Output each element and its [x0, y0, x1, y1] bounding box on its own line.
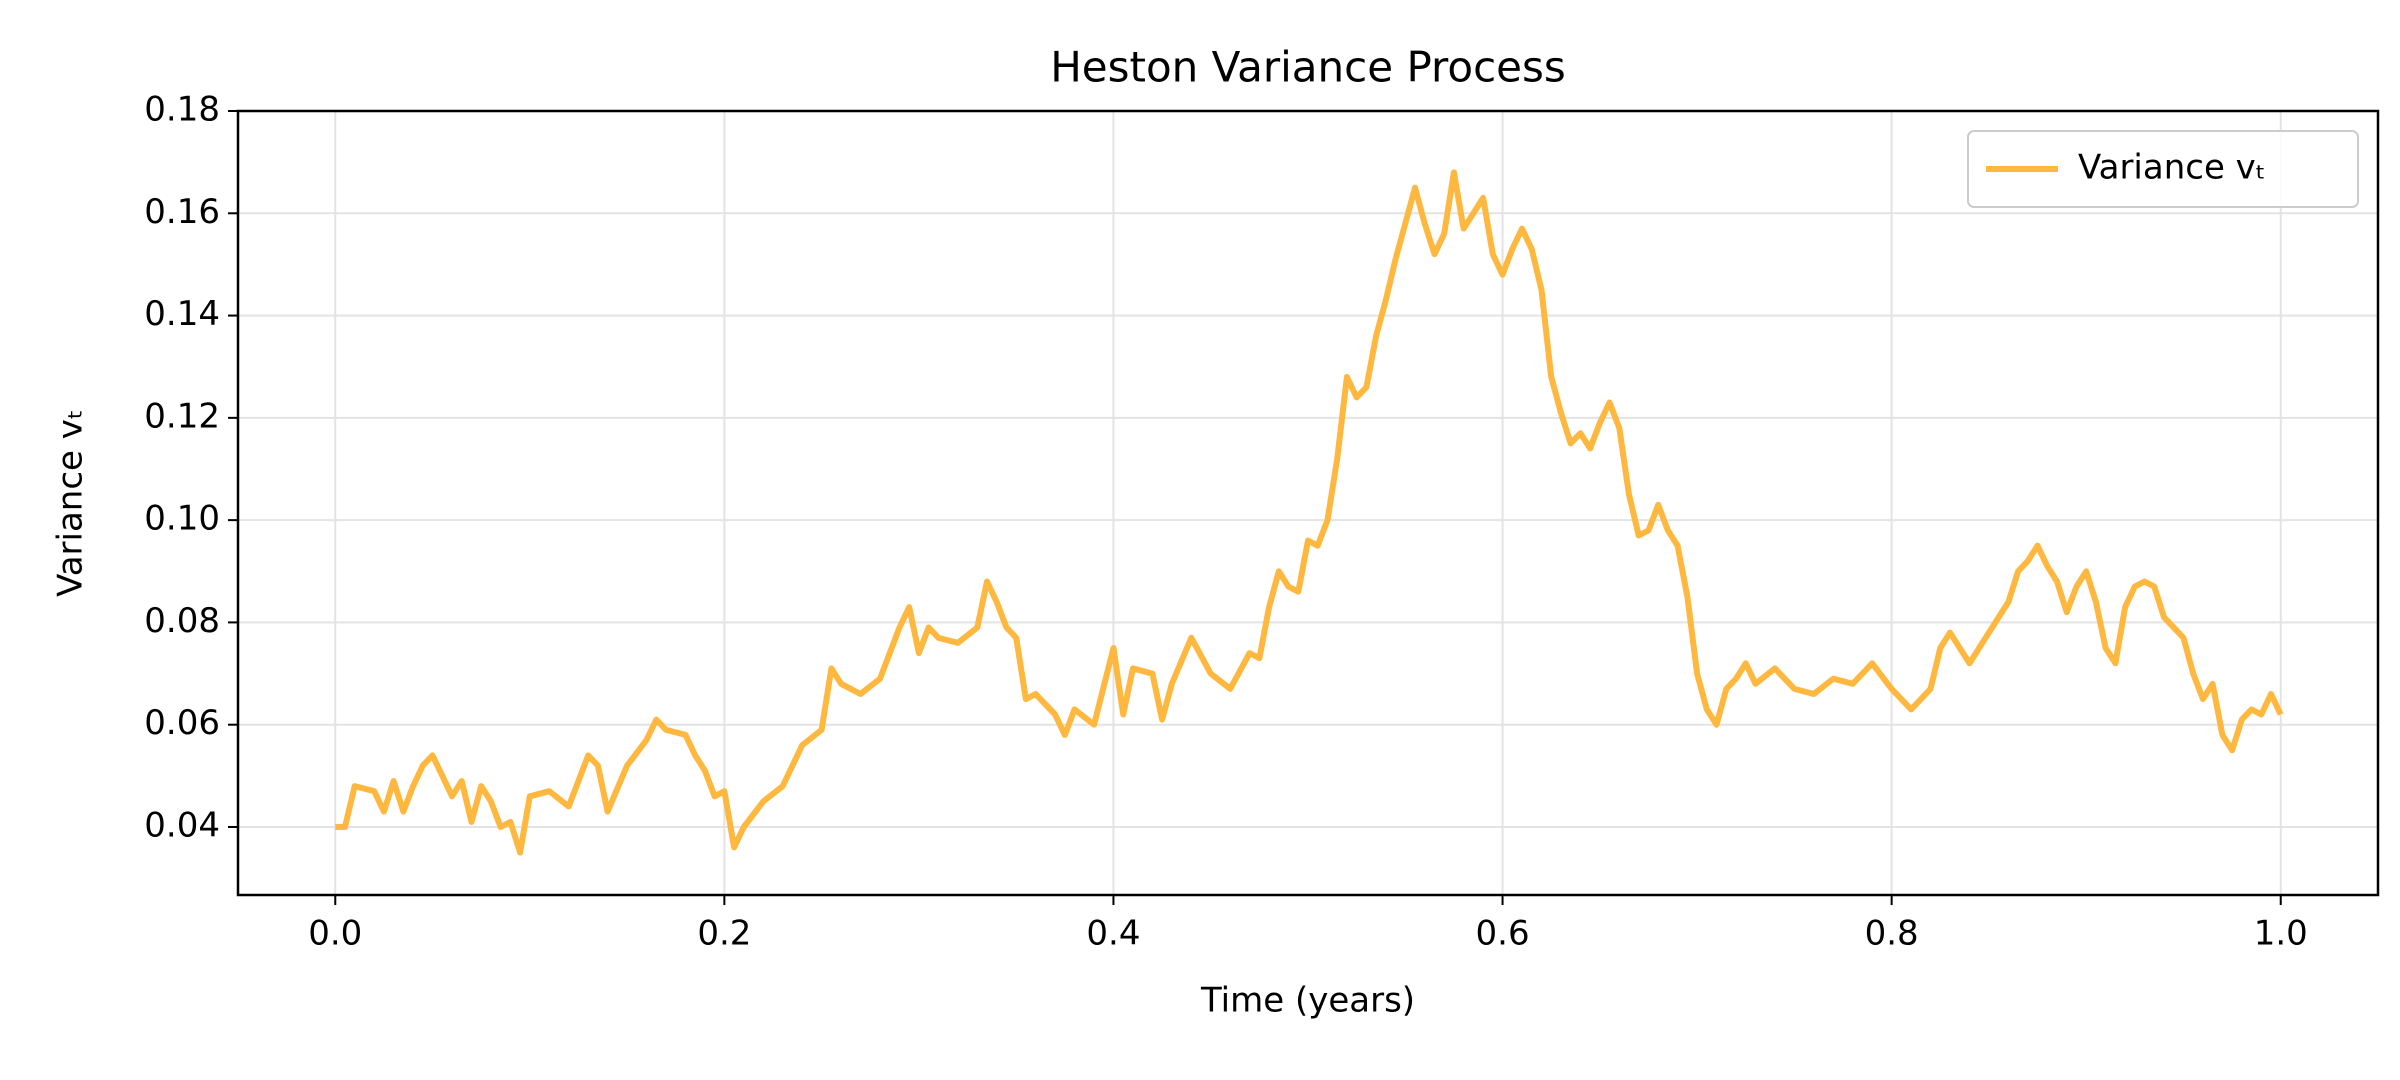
x-tick-label: 0.2: [697, 914, 751, 954]
y-tick-label: 0.12: [144, 396, 220, 436]
legend-label: Variance vₜ: [2078, 148, 2266, 188]
x-tick-label: 1.0: [2254, 914, 2308, 954]
plot-frame: [236, 109, 2380, 897]
x-axis-label: Time (years): [1200, 981, 1415, 1021]
x-tick-label: 0.8: [1865, 914, 1919, 954]
y-tick-label: 0.04: [144, 805, 220, 845]
x-tick-label: 0.6: [1476, 914, 1530, 954]
y-tick-label: 0.10: [144, 499, 220, 539]
y-tick-label: 0.06: [144, 703, 220, 743]
x-tick-label: 0.4: [1086, 914, 1140, 954]
data-line: [335, 169, 2284, 856]
y-tick-label: 0.14: [144, 294, 220, 334]
y-tick-label: 0.08: [144, 601, 220, 641]
y-tick-label: 0.16: [144, 192, 220, 232]
legend-box: [1967, 130, 2359, 208]
y-axis-label: Variance vₜ: [51, 409, 91, 597]
chart-title: Heston Variance Process: [1050, 43, 1566, 92]
y-tick-label: 0.18: [144, 90, 220, 130]
x-tick-label: 0.0: [308, 914, 362, 954]
